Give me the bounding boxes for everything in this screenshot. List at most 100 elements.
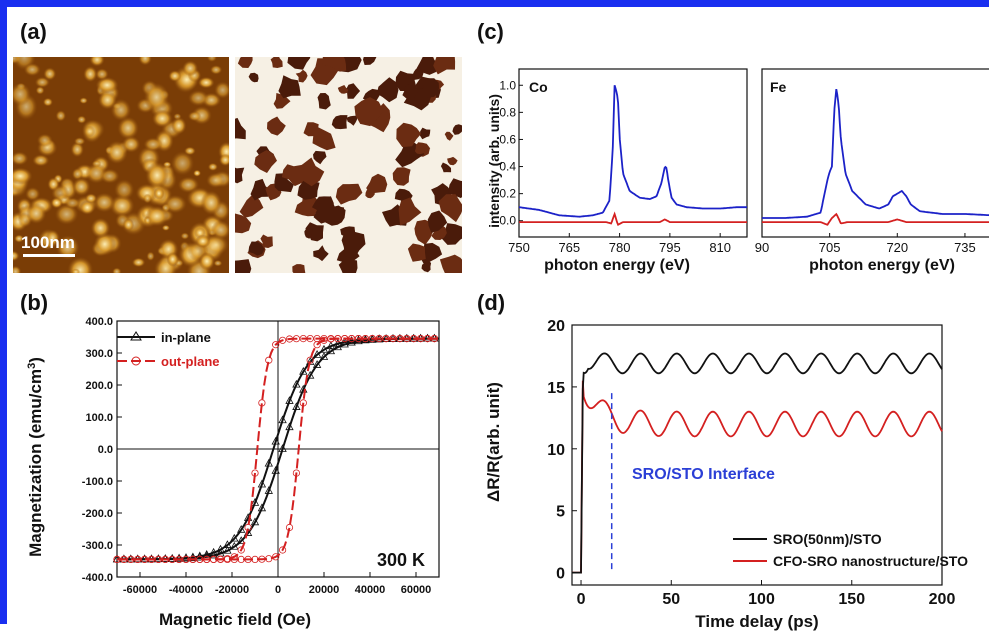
afm-grain (106, 140, 128, 165)
panel-label-c: (c) (477, 19, 504, 44)
afm-domain (337, 85, 349, 94)
marker-out-plane (210, 555, 218, 563)
afm-grain (168, 70, 182, 82)
temperature-annotation: 300 K (377, 550, 425, 570)
marker-out-plane (361, 334, 369, 343)
afm-grain (83, 125, 96, 138)
y-tick-label: -400.0 (82, 572, 113, 584)
afm-grain (187, 111, 202, 122)
afm-domain (414, 144, 426, 155)
series-line-cfo-sro (572, 380, 943, 574)
marker-out-plane (168, 555, 176, 563)
afm-grain (95, 76, 119, 94)
marker-out-plane (292, 335, 300, 343)
afm-domain (313, 150, 327, 165)
marker-in-plane (161, 554, 170, 562)
marker-out-plane (196, 555, 204, 563)
marker-out-plane (382, 334, 390, 343)
afm-domain (317, 93, 331, 110)
marker-out-plane (334, 334, 342, 343)
marker-out-plane (375, 334, 383, 343)
reflectivity-legend: SRO(50nm)/STO CFO-SRO nanostructure/STO (733, 531, 968, 569)
afm-grain (79, 97, 88, 104)
afm-domain (419, 127, 431, 140)
afm-grain (54, 203, 79, 225)
x-tick-label: 50 (662, 591, 680, 608)
afm-grain (34, 76, 50, 88)
afm-grain (13, 265, 22, 273)
afm-grain (145, 161, 169, 189)
afm-grain (182, 60, 199, 77)
afm-grain (83, 66, 98, 83)
afm-grain (42, 97, 53, 107)
afm-domain (335, 183, 363, 205)
reflectivity-ylabel: ΔR/R(arb. unit) (484, 382, 503, 502)
marker-out-plane (278, 546, 287, 554)
afm-grain (112, 267, 122, 273)
afm-domain (354, 97, 384, 127)
y-tick-label: 0.0 (98, 444, 113, 456)
co-y-tick-label: 0.8 (499, 105, 516, 119)
afm-grain (180, 232, 190, 240)
co-series-xas (518, 85, 747, 218)
marker-out-plane (341, 334, 349, 343)
marker-out-plane (396, 334, 404, 343)
marker-out-plane (216, 555, 225, 563)
marker-out-plane (299, 334, 307, 343)
fe-x-tick-label: 90 (755, 240, 769, 255)
fe-x-tick-label: 705 (819, 240, 841, 255)
afm-domain (239, 193, 264, 218)
afm-grain (95, 68, 109, 81)
afm-grain (13, 82, 31, 106)
marker-out-plane (410, 334, 418, 343)
marker-out-plane (416, 334, 425, 343)
co-y-tick-label: 0.6 (499, 132, 516, 146)
marker-in-plane (271, 465, 280, 474)
afm-grain (99, 168, 120, 184)
afm-domain (295, 69, 308, 83)
afm-grain (131, 257, 146, 268)
afm-domain (422, 78, 439, 98)
afm-grain (32, 154, 50, 167)
marker-out-plane (113, 555, 121, 563)
x-tick-label: -20000 (215, 584, 249, 596)
afm-grain (64, 197, 81, 209)
afm-domain (398, 197, 422, 226)
afm-domain (273, 93, 291, 109)
marker-in-plane (347, 336, 356, 344)
y-tick-label: 5 (556, 504, 565, 521)
y-tick-label: 20 (547, 318, 565, 335)
afm-grain (71, 167, 84, 181)
afm-grain (13, 250, 20, 262)
marker-out-plane (354, 334, 363, 343)
marker-out-plane (285, 335, 294, 343)
fe-xlabel: photon energy (eV) (809, 257, 955, 274)
afm-grain (55, 110, 67, 122)
co-x-tick-label: 750 (508, 240, 530, 255)
afm-grain (138, 57, 152, 66)
fe-series-xmcd (762, 212, 989, 226)
afm-grain (213, 259, 223, 267)
afm-grain (206, 57, 218, 62)
afm-domain (441, 223, 462, 245)
afm-domain-image (235, 57, 462, 273)
marker-out-plane (299, 399, 307, 407)
afm-grain (151, 109, 173, 128)
marker-in-plane (264, 458, 273, 467)
afm-grain (153, 187, 165, 200)
y-tick-label: 400.0 (85, 316, 113, 328)
afm-domain (341, 231, 366, 258)
marker-out-plane (347, 334, 356, 343)
afm-grain (73, 137, 86, 146)
hysteresis-xlabel: Magnetic field (Oe) (159, 610, 311, 629)
y-tick-label: 100.0 (85, 412, 113, 424)
xas-charts: 750 765 780 795 810 0.0 0.2 0.4 0.6 0.8 1.0 90 705 7… (486, 68, 989, 274)
afm-domain (287, 57, 311, 70)
marker-out-plane (251, 469, 259, 477)
marker-out-plane (223, 555, 231, 563)
afm-grain (25, 186, 41, 202)
marker-out-plane (161, 555, 169, 563)
afm-domain (331, 115, 348, 130)
marker-in-plane (195, 551, 204, 560)
co-x-tick-label: 810 (709, 240, 731, 255)
